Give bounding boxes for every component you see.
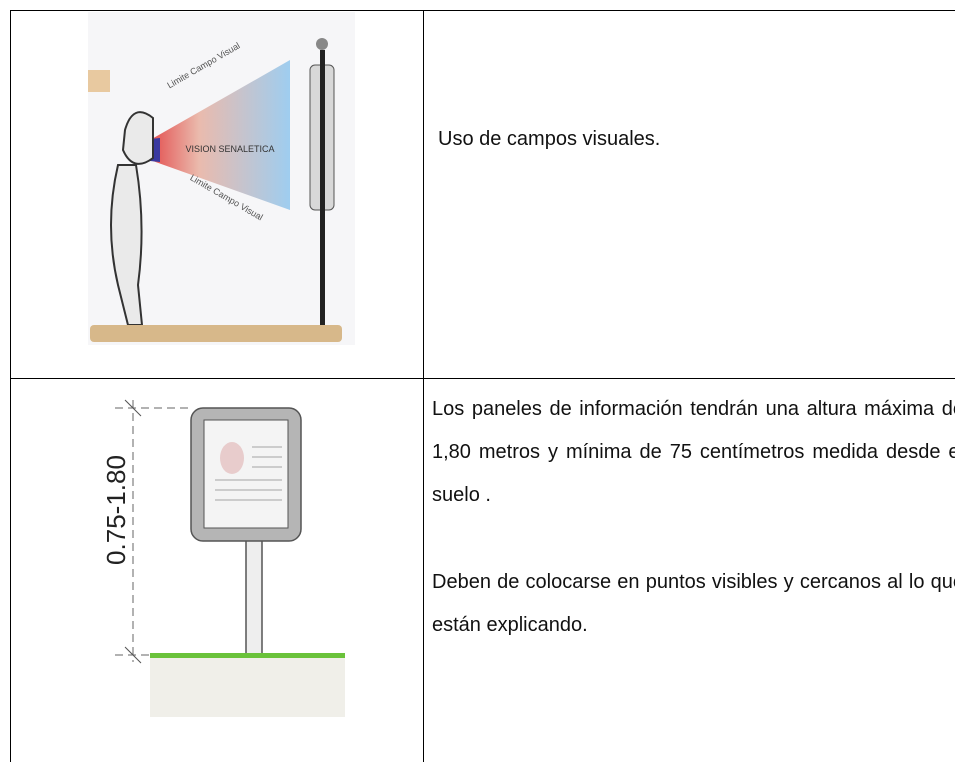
panel-graphic <box>220 442 244 474</box>
cell-text: Deben de colocarse en puntos visibles y … <box>432 571 955 636</box>
ground <box>150 657 345 717</box>
dimension-tick <box>124 646 142 664</box>
sign-post-top <box>316 38 328 50</box>
table-border-left <box>10 10 11 762</box>
panel-post <box>245 539 263 657</box>
visual-field-illustration: Limite Campo Visual VISION SENALETICA Li… <box>88 12 355 345</box>
panel-face <box>203 419 289 529</box>
dimension-label: 0.75-1.80 <box>101 455 131 565</box>
floor <box>90 325 342 342</box>
panel-text-lines <box>215 446 282 501</box>
panel-height-illustration: 0.75-1.80 <box>101 399 345 717</box>
grass <box>150 653 345 658</box>
table-border-middle <box>423 10 424 762</box>
wood-block <box>88 70 110 92</box>
table-row-divider <box>10 378 955 379</box>
table-border-top <box>10 10 955 11</box>
image-label: VISION SENALETICA <box>185 144 274 154</box>
vision-beam <box>150 60 290 210</box>
dimension-tick <box>124 399 142 417</box>
cell-text: Los paneles de información tendrán una a… <box>432 398 955 506</box>
sign-post <box>320 50 325 330</box>
cell-text: Uso de campos visuales. <box>438 128 661 150</box>
